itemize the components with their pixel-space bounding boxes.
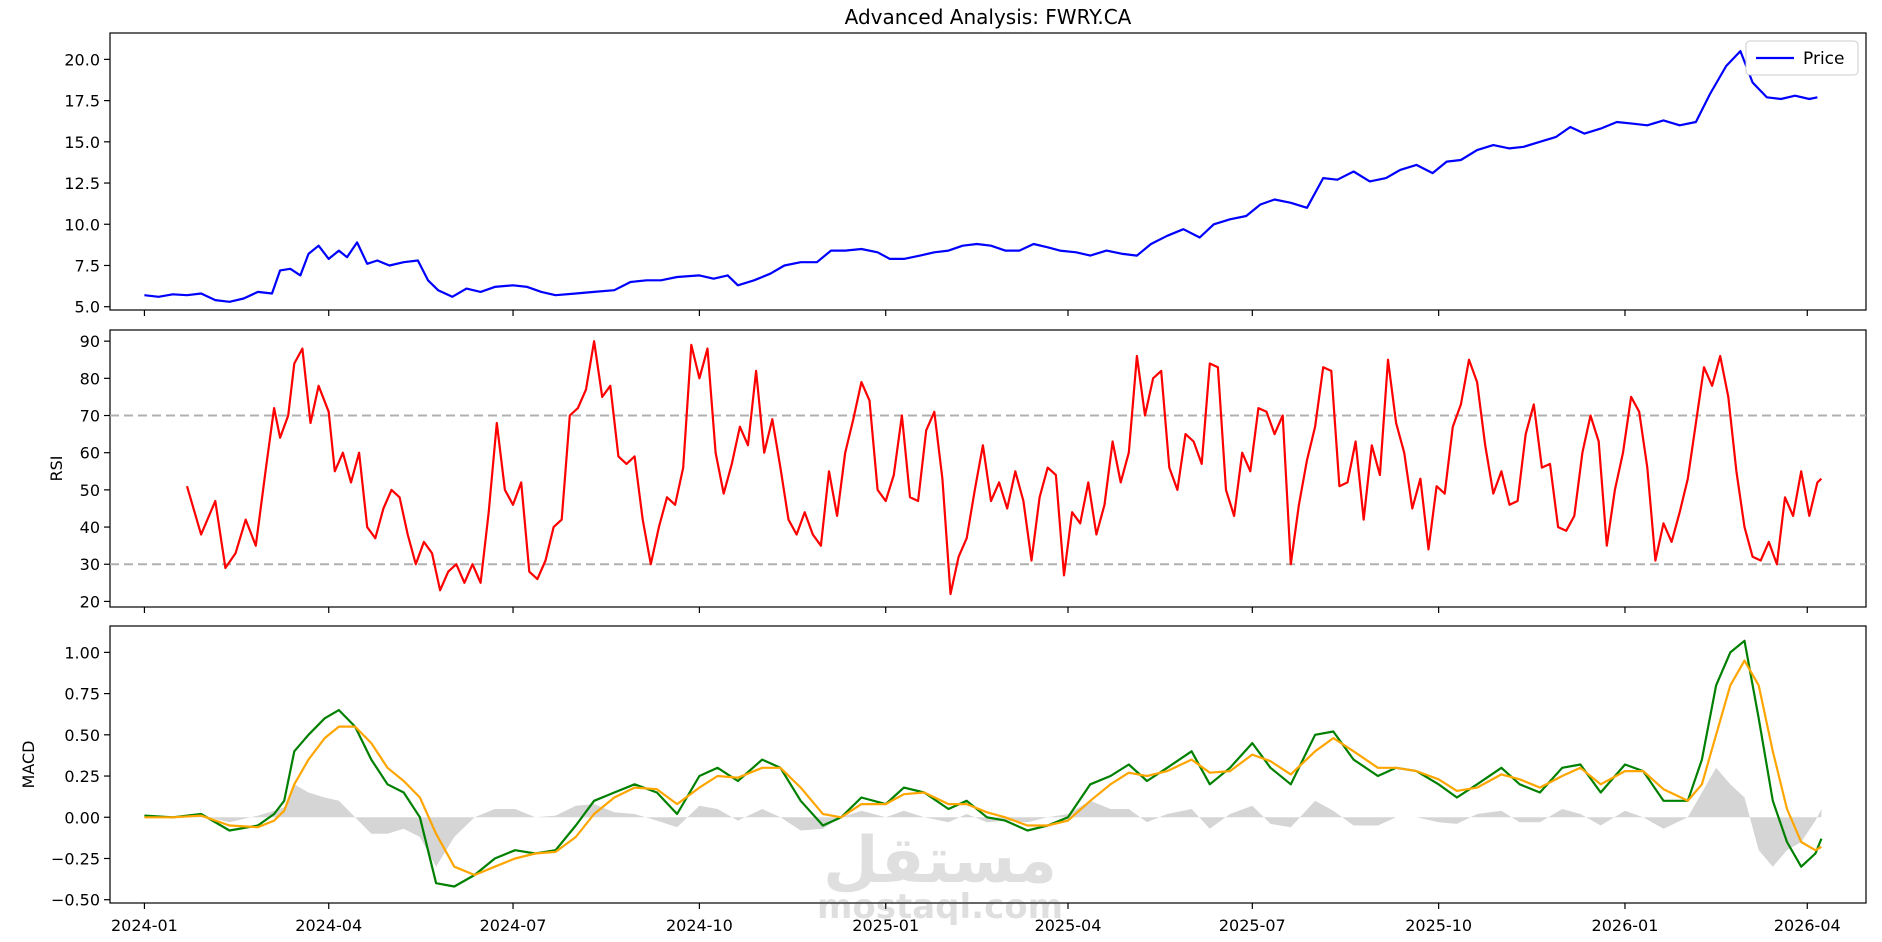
rsi-ytick-label: 40 — [80, 518, 100, 537]
rsi-ytick-label: 80 — [80, 369, 100, 388]
macd-ytick-label: 0.75 — [64, 685, 100, 704]
macd-ytick-label: 1.00 — [64, 643, 100, 662]
watermark-text-arabic: مستقل — [823, 824, 1057, 898]
macd-ytick-label: −0.25 — [51, 849, 100, 868]
macd-series-line — [144, 659, 1822, 877]
rsi-axes-frame — [109, 329, 1867, 608]
price-panel: 5.0 7.5 10.0 12.5 15.0 17.5 20.0 Price — [64, 32, 1867, 317]
price-ytick-label: 10.0 — [64, 215, 100, 234]
price-ytick-label: 17.5 — [64, 92, 100, 111]
rsi-ytick-label: 90 — [80, 332, 100, 351]
macd-histogram-area — [144, 767, 1822, 867]
chart-panels: 5.0 7.5 10.0 12.5 15.0 17.5 20.0 Price 20 30 40 50 6… — [19, 32, 1867, 935]
rsi-ytick-label: 60 — [80, 444, 100, 463]
price-ytick-label: 7.5 — [75, 256, 100, 275]
xtick-label: 2025-07 — [1219, 916, 1286, 935]
xtick-label: 2024-07 — [480, 916, 547, 935]
watermark-text-latin: mostaql.com — [817, 887, 1063, 927]
price-axes-frame — [109, 32, 1867, 311]
xtick-label: 2025-01 — [852, 916, 919, 935]
macd-ylabel: MACD — [19, 741, 38, 789]
macd-ytick-label: −0.50 — [51, 891, 100, 910]
macd-ytick-label: 0.00 — [64, 808, 100, 827]
xtick-label: 2025-04 — [1035, 916, 1102, 935]
xtick-label: 2026-04 — [1774, 916, 1841, 935]
watermark-logo: مستقل mostaql.com — [817, 824, 1063, 927]
price-series-line — [144, 50, 1818, 303]
price-ytick-label: 20.0 — [64, 50, 100, 69]
xtick-label: 2024-01 — [111, 916, 178, 935]
xtick-label: 2024-04 — [295, 916, 362, 935]
figure-title: Advanced Analysis: FWRY.CA — [845, 5, 1132, 29]
macd-ytick-label: 0.25 — [64, 767, 100, 786]
xtick-label: 2024-10 — [666, 916, 733, 935]
legend-box — [1745, 40, 1859, 76]
rsi-ylabel: RSI — [47, 456, 66, 482]
xtick-label: 2025-10 — [1405, 916, 1472, 935]
macd-ytick-label: 0.50 — [64, 726, 100, 745]
rsi-series-line — [185, 340, 1823, 596]
macd-series-line — [144, 639, 1823, 888]
price-ytick-label: 15.0 — [64, 133, 100, 152]
rsi-ytick-label: 70 — [80, 407, 100, 426]
rsi-ytick-label: 30 — [80, 555, 100, 574]
legend: Price — [1745, 40, 1859, 76]
rsi-panel: 20 30 40 50 60 70 80 90 RSI — [47, 329, 1867, 613]
rsi-ytick-label: 20 — [80, 592, 100, 611]
macd-axes-frame — [109, 625, 1867, 904]
macd-panel: −0.50 −0.25 0.00 0.25 0.50 0.75 1.00 2024-01 202… — [19, 625, 1867, 935]
legend-label: Price — [1803, 49, 1844, 69]
price-ytick-label: 12.5 — [64, 174, 100, 193]
xtick-label: 2026-01 — [1592, 916, 1659, 935]
rsi-ytick-label: 50 — [80, 481, 100, 500]
price-ytick-label: 5.0 — [75, 298, 100, 317]
